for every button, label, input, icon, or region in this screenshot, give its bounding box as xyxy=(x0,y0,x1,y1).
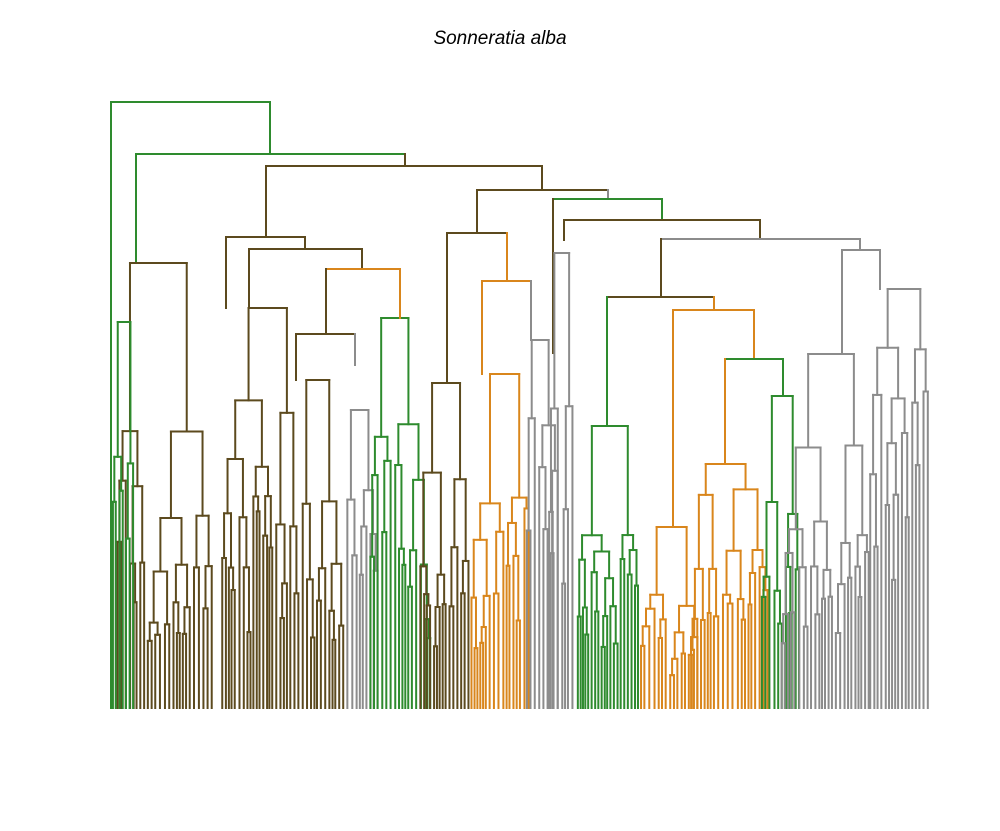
chart-title: Sonneratia alba xyxy=(433,28,567,49)
